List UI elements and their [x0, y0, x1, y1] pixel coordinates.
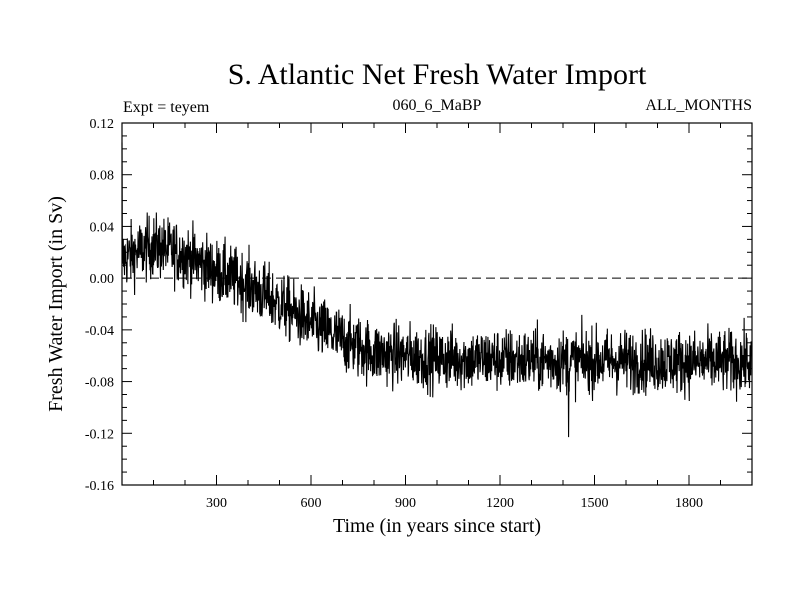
- y-tick-label: -0.04: [85, 324, 114, 339]
- x-tick-label: 1500: [581, 496, 609, 511]
- y-axis-label: Fresh Water Import (in Sv): [45, 196, 67, 412]
- x-axis-label: Time (in years since start): [333, 515, 541, 537]
- x-tick-label: 300: [206, 496, 227, 511]
- y-tick-label: -0.12: [85, 427, 114, 442]
- y-tick-label: -0.08: [85, 376, 114, 391]
- y-tick-label: 0.12: [90, 117, 115, 132]
- period-label: 060_6_MaBP: [393, 97, 482, 114]
- chart-title: S. Atlantic Net Fresh Water Import: [228, 58, 647, 91]
- x-tick-label: 600: [301, 496, 322, 511]
- months-label: ALL_MONTHS: [645, 97, 752, 114]
- fresh-water-series-line: [121, 142, 753, 438]
- x-tick-label: 900: [395, 496, 416, 511]
- y-tick-label: 0.04: [90, 220, 115, 235]
- x-tick-label: 1200: [486, 496, 514, 511]
- y-tick-label: 0.08: [90, 169, 115, 184]
- x-tick-label: 1800: [675, 496, 703, 511]
- y-tick-label: -0.16: [85, 479, 114, 494]
- plot-frame: [121, 122, 753, 486]
- experiment-label: Expt = teyem: [123, 99, 210, 116]
- y-tick-label: 0.00: [90, 272, 115, 287]
